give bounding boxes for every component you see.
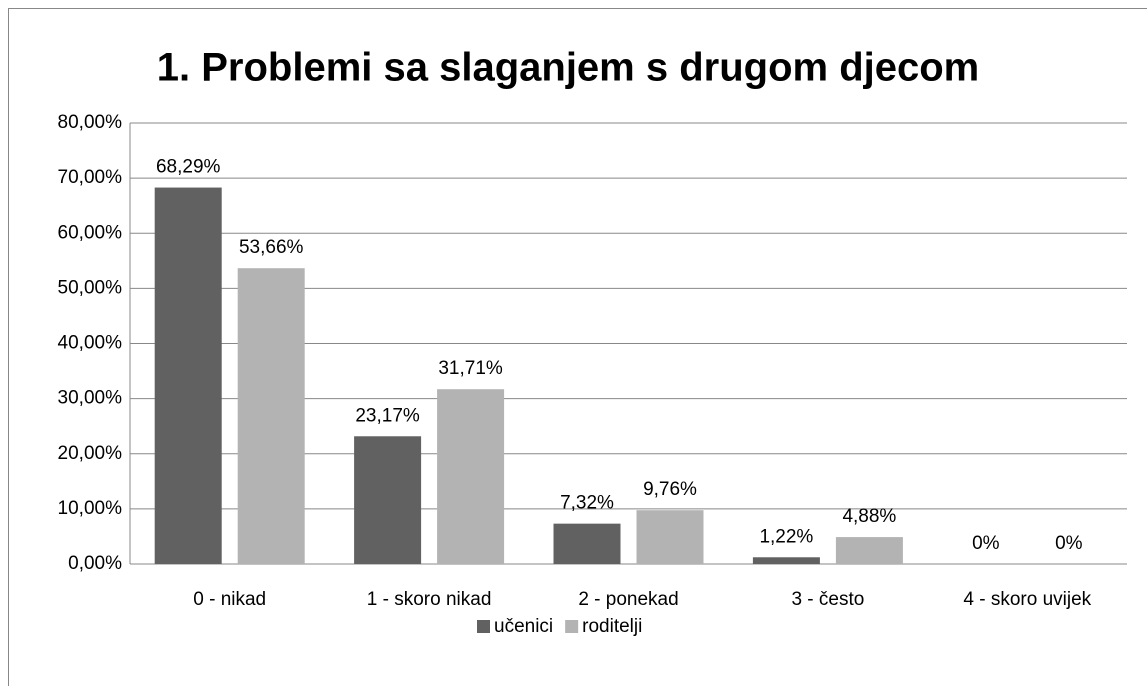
legend-label: roditelji [582, 616, 642, 637]
value-label: 23,17% [355, 405, 420, 426]
y-tick-label: 20,00% [58, 443, 123, 464]
x-tick-label: 1 - skoro nikad [367, 589, 492, 610]
y-tick-label: 70,00% [58, 167, 123, 188]
y-tick-label: 80,00% [58, 112, 123, 133]
value-label: 53,66% [239, 237, 304, 258]
value-label: 1,22% [759, 526, 813, 547]
y-tick-label: 30,00% [58, 388, 123, 409]
x-tick-label: 0 - nikad [193, 589, 266, 610]
y-tick-label: 0,00% [68, 553, 122, 574]
chart-title: 1. Problemi sa slaganjem s drugom djecom [157, 46, 979, 90]
x-tick-label: 2 - ponekad [578, 589, 678, 610]
y-tick-label: 40,00% [58, 333, 123, 354]
bar [553, 523, 621, 564]
x-tick-label: 4 - skoro uvijek [963, 589, 1091, 610]
bar [437, 389, 505, 564]
value-label: 0% [1055, 533, 1083, 554]
bar [354, 436, 422, 564]
x-tick-label: 3 - često [791, 589, 864, 610]
y-tick-label: 10,00% [58, 498, 123, 519]
y-tick-label: 50,00% [58, 277, 123, 298]
value-label: 31,71% [438, 358, 503, 379]
legend-swatch [565, 620, 579, 633]
chart-frame [8, 8, 1147, 686]
value-label: 0% [972, 533, 1000, 554]
legend-swatch [477, 620, 490, 633]
value-label: 7,32% [560, 493, 614, 514]
value-label: 4,88% [842, 506, 896, 527]
legend-label: učenici [494, 616, 553, 637]
bar [636, 510, 704, 564]
bar [752, 557, 820, 564]
bar [154, 187, 222, 564]
bar [835, 537, 903, 564]
y-tick-label: 60,00% [58, 222, 123, 243]
value-label: 9,76% [643, 479, 697, 500]
bar [237, 268, 305, 564]
value-label: 68,29% [156, 157, 221, 178]
